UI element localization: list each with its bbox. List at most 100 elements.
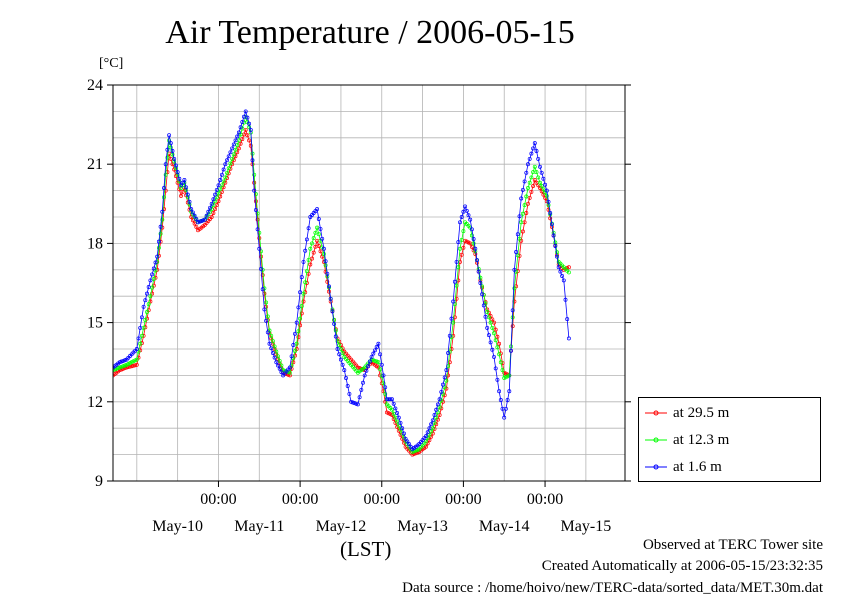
series-point [262, 307, 267, 312]
series-point [476, 269, 481, 274]
series-point [272, 355, 277, 360]
series-point [308, 262, 313, 267]
series-point [549, 222, 554, 227]
series-point [277, 366, 282, 371]
y-tick-label: 9 [95, 473, 103, 490]
series-point [459, 252, 464, 257]
x-tick-time-label: 00:00 [364, 491, 400, 508]
series-point [355, 402, 360, 407]
series-point [439, 389, 444, 394]
series-point [209, 215, 214, 219]
series-point [160, 209, 165, 214]
legend-label: at 1.6 m [673, 458, 722, 475]
series-point [287, 373, 292, 378]
series-point [225, 170, 229, 175]
series-point [301, 299, 306, 304]
series-point [532, 178, 537, 182]
series-point [344, 376, 348, 380]
series-point [173, 163, 178, 168]
series-point [498, 360, 503, 365]
series-point [500, 368, 505, 373]
series-point [515, 253, 520, 258]
series-point [497, 389, 502, 394]
series-point [299, 311, 304, 316]
series-point [478, 275, 483, 280]
series-point [490, 317, 495, 322]
series-point [519, 220, 524, 225]
x-date-label: May-11 [234, 518, 284, 535]
series-point [481, 303, 486, 308]
series-point [277, 358, 282, 363]
series-point [503, 406, 508, 411]
series-point [230, 146, 235, 151]
series-point [454, 259, 459, 264]
series-point [214, 187, 219, 192]
y-tick-label: 24 [87, 77, 103, 94]
footer-site: Observed at TERC Tower site [642, 537, 823, 553]
series-point [282, 368, 287, 373]
series-point [228, 161, 233, 166]
plot-frame [112, 84, 626, 482]
series-point [163, 172, 168, 177]
series-point [390, 397, 394, 402]
series-point [310, 256, 314, 261]
series-point [430, 418, 435, 423]
chart-axes: 9 12 15 18 21 24 00:00 00:00 00:00 00:00 00:00 May-… [87, 77, 631, 535]
series-point [338, 357, 343, 362]
series-point [167, 133, 172, 138]
x-tick-time-label: 00:00 [200, 491, 236, 508]
series-point [539, 170, 544, 175]
series-point [270, 351, 275, 355]
series-point [187, 199, 192, 204]
series-point [306, 226, 311, 231]
series-point [502, 415, 507, 420]
series-point [560, 274, 565, 278]
series-point [252, 172, 257, 177]
series-point [434, 415, 439, 420]
series-point [464, 208, 469, 213]
series-point [289, 354, 294, 359]
series-point [381, 373, 386, 378]
series-point [354, 401, 359, 406]
series-point [520, 229, 525, 234]
series-point [298, 323, 303, 328]
series-point [524, 170, 529, 175]
series-point [468, 217, 473, 222]
series-point [531, 146, 536, 151]
x-date-label: May-14 [479, 518, 530, 535]
series-point [566, 270, 571, 275]
series-point [551, 233, 556, 238]
series-point [337, 352, 342, 357]
series-point [192, 221, 197, 226]
series-point [235, 150, 240, 155]
series-point [296, 329, 301, 334]
series-point [231, 142, 236, 147]
series-point [403, 436, 408, 441]
series-point [325, 279, 330, 284]
series-point [197, 219, 202, 224]
series-point [245, 115, 250, 120]
series-point [383, 391, 388, 396]
series-point [383, 385, 388, 390]
series-point [310, 241, 314, 246]
x-tick-time-label: 00:00 [282, 491, 318, 508]
series-point [143, 318, 148, 322]
series-point [287, 370, 292, 375]
series-point [333, 334, 338, 339]
series-point [148, 299, 153, 304]
series-point [451, 320, 456, 325]
series-point [318, 226, 323, 231]
series-point [226, 154, 231, 159]
series-point [407, 442, 411, 446]
series-point [371, 351, 376, 356]
series-point [355, 365, 360, 370]
series-point [151, 277, 156, 281]
series-point [182, 178, 187, 182]
series-point [519, 196, 524, 201]
series-point [211, 211, 216, 215]
series-point [170, 149, 175, 153]
series-point [565, 317, 570, 322]
series-point [517, 214, 522, 219]
series-point [316, 244, 321, 248]
series-point [376, 341, 381, 346]
